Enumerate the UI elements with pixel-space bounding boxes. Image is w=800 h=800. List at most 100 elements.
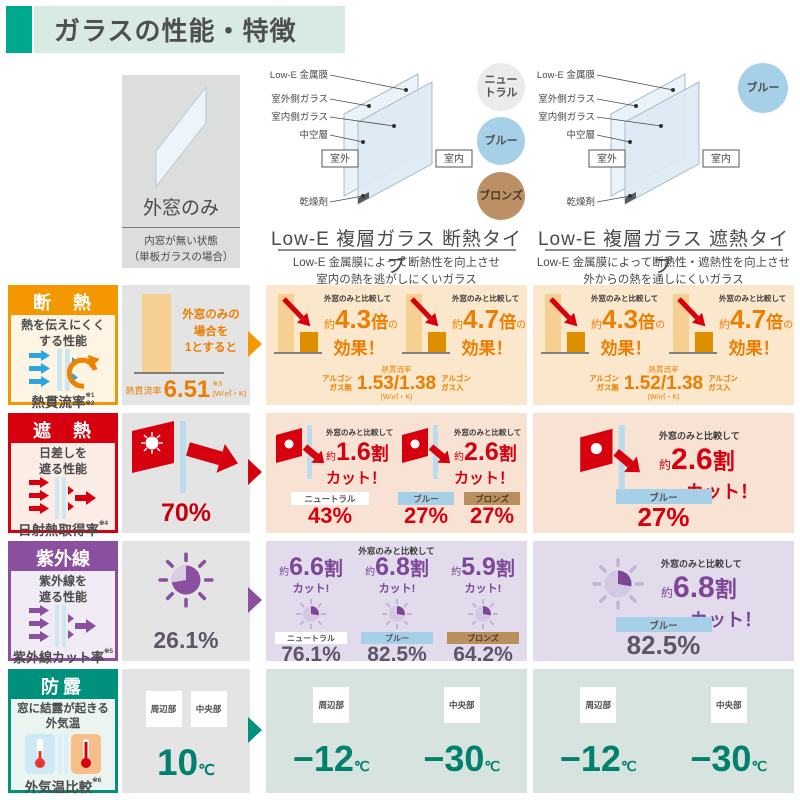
temp-unit: ℃ [751,758,768,774]
uv-base-cell: 26.1% [122,541,250,661]
sun-cut-icon [580,425,640,493]
dew-base-value: 10℃ [122,744,250,781]
row-dew-label-card: 防露 窓に結露が起きる 外気温 外気温比較 ※6 [8,669,118,796]
u-value-row: アルゴン ガス無 熱貫流率 1.53/1.38 (W/㎡・K) アルゴン ガス入 [266,364,527,402]
row-dew-title: 防露 [11,672,115,699]
metric-label: 熱貫流率 [31,395,86,411]
chip-pct: 64.2% [453,643,513,666]
label-air-layer: 中空層 [566,129,595,141]
compare-note: 外窓のみと比較して [452,294,520,303]
color-chip-bronze: ブロンズ [477,172,525,220]
cut-word: カット! [378,583,416,595]
label-lowe-film: Low-E 金属膜 [537,69,596,81]
cut-value: 6.6 [289,553,324,581]
uv-base-value: 26.1% [153,627,219,653]
effect-value: 4.7 [730,304,767,334]
label-outer-glass: 室外側ガラス [538,93,595,105]
effect-word: 効果！ [333,339,385,358]
temp-value: −12℃ [266,741,397,777]
label-inside: 室内 [711,152,731,165]
baseline [134,372,224,374]
shield-right-cell: 外窓のみと比較して 約2.6割 カット！ ブルー 27% [533,413,794,533]
argon-with-label: アルゴン ガス入 [441,373,471,392]
temp-unit: ℃ [484,758,501,774]
chip-values: ブルー 27% ブロンズ 27% [394,492,524,527]
effect-times: 倍 [499,313,517,332]
row-dew-metric: 外気温比較 ※6 [25,776,102,796]
argon-without-label: アルゴン ガス無 [322,373,352,392]
metric-label: 紫外線カット率 [12,650,104,666]
dew-right-cell: 周辺部 −12℃ 中央部 −30℃ [533,669,794,793]
uv-right-cell: 外窓のみと比較して 約6.8割 カット！ ブルー 82.5% [533,541,794,661]
chip-pct: 82.5% [367,643,427,666]
compare-note: 外窓のみと比較して [326,428,394,437]
cut-value: 6.8 [375,553,410,581]
effect-text: 外窓のみと比較して 約4.7倍の 効果！ [452,293,526,359]
row-insulation-desc: 熱を伝えにくく する性能 [21,318,105,348]
uv-panel-blue: 約6.8割 カット! ブルー 82.5% [356,555,438,665]
chip-value-number: 27% [469,503,515,528]
temp-value: −30℃ [664,741,795,777]
approx: 約 [452,319,463,331]
u-value-label: 熱貫流率 [648,364,679,374]
label-outside: 室外 [597,152,617,165]
glass-color-chip-blue: ブルー [615,489,712,504]
zone-tag-center: 中央部 [443,687,480,723]
cut-value: 2.6 [671,443,713,476]
chip-value-number: 43% [307,503,353,528]
shield-type-title: Low-E 複層ガラス 遮熱タイプ [537,229,790,277]
temp-value: −12℃ [533,741,664,777]
approx: 約 [659,458,672,472]
header-accent-square [6,6,32,53]
glass-color-chip-neutral: ニュートラル [291,492,369,505]
dew-mid-cell: 周辺部 −12℃ 中央部 −30℃ [266,669,527,793]
temp-number: −12 [559,738,621,779]
lowe-shield-glass-diagram: Low-E 金属膜 室外側ガラス 室内側ガラス 中空層 乾燥剤 室外 室内 [537,69,740,208]
label-desiccant: 乾燥剤 [566,196,595,208]
u-value-number: 1.53/1.38 [356,372,437,394]
effect-word: 効果！ [600,339,652,358]
cut-wari: 割 [495,559,515,580]
bar-compare-icon [274,294,322,354]
color-chip-neutral: ニュー トラル [477,63,525,111]
dew-item-center: 中央部 −30℃ [664,669,795,793]
cut-value: 5.9 [461,553,496,581]
panel-neutral: 外窓のみと比較して 約1.6割 カット！ ニュートラル 43% [268,417,394,529]
row-insulation-label-card: 断 熱 熱を伝えにくく する性能 熱貫流率 ※1 ※2 [8,285,118,410]
effect-times: 倍 [766,313,784,332]
u-value-unit: (W/㎡・K) [380,394,413,401]
cut-wari: 割 [714,577,737,602]
desiccant-strip [625,192,636,204]
zone-tag-center: 中央部 [710,687,747,723]
particle: の [516,320,527,331]
row-uv-label-card: 紫外線 紫外線を 遮る性能 紫外線カット率 ※5 [8,541,118,665]
insulation-title-underline [278,249,516,251]
chip-value: ブルー 82.5% [533,617,794,658]
panel-argon-with: 外窓のみと比較して 約4.7倍の 効果！ [667,290,793,362]
page-title: ガラスの性能・特徴 [54,16,297,46]
sun-cut-icon [402,425,451,479]
approx: 約 [591,319,602,331]
approx: 約 [661,586,674,600]
row-uv-desc: 紫外線を 遮る性能 [38,574,87,604]
chip-value: ニュートラル 43% [268,492,392,527]
u-value-number: 6.51 [163,375,211,403]
outer-only-title: 外窓のみ [142,198,219,219]
effect-value: 4.7 [463,304,500,334]
row-uv-metric: 紫外線カット率 ※5 [13,647,113,666]
label-inner-glass: 室内側ガラス [271,111,328,123]
u-value-number: 1.52/1.38 [623,372,704,394]
cut-text: 外窓のみと比較して 約6.8割 カット！ [661,557,791,632]
chip-value: ブルー 27% [533,489,794,530]
single-glass-icon [155,84,207,190]
argon-without-label: アルゴン ガス無 [589,373,619,392]
shield-title-underline [545,249,783,251]
flow-arrow-uv [248,587,262,613]
glass-color-chip-blue: ブルー [398,492,454,505]
effect-word: 効果！ [461,339,513,358]
cut-text: 外窓のみと比較して 約1.6割 カット！ [326,427,394,488]
row-dew-desc: 窓に結露が起きる 外気温 [17,703,109,730]
effect-text: 外窓のみと比較して 約4.7倍の 効果！ [719,293,793,359]
chip-value-number: 27% [403,503,449,528]
base-note: 外窓のみの 場合を 1とすると [182,309,240,355]
